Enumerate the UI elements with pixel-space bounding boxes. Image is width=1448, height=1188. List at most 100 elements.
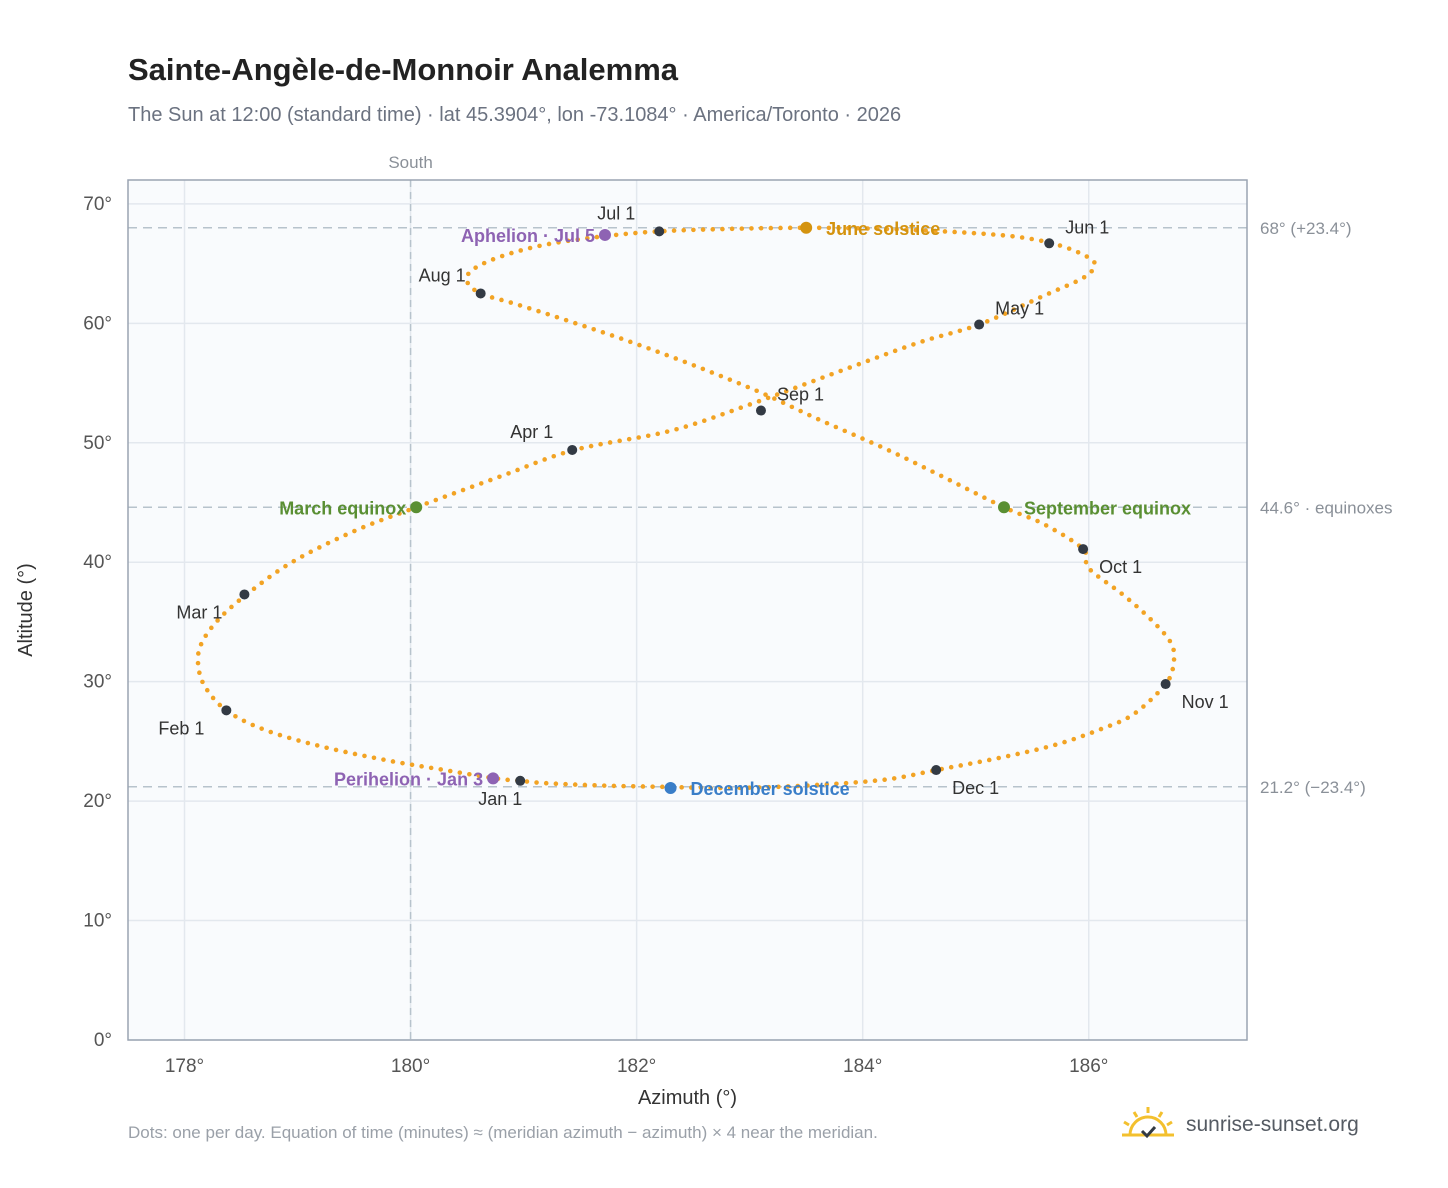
daily-sun-dot [642,229,648,235]
daily-sun-dot [805,783,810,788]
daily-sun-dot [981,231,986,237]
daily-sun-dot [710,227,716,232]
month-marker-label: Feb 1 [158,718,204,738]
daily-sun-dot [727,377,733,382]
y-tick-label: 40° [83,552,112,573]
daily-sun-dot [390,759,396,764]
daily-sun-dot [362,753,367,759]
event-label: June solstice [826,219,940,239]
month-marker [931,765,942,776]
reference-line-label: 44.6° · equinoxes [1260,498,1393,517]
x-tick-label: 182° [617,1056,656,1077]
daily-sun-dot [352,528,357,534]
daily-sun-dot [305,740,311,746]
daily-sun-dot [711,415,716,420]
daily-sun-dot [433,497,439,503]
daily-sun-dot [325,540,331,546]
daily-sun-dot [843,780,849,786]
daily-sun-dot [756,785,762,790]
daily-sun-dot [842,428,848,434]
daily-sun-dot [756,398,762,404]
daily-sun-dot [545,311,551,317]
daily-sun-dot [1080,733,1086,739]
daily-sun-dot [1034,747,1039,753]
daily-sun-dot [1060,532,1066,538]
daily-sun-dot [853,780,859,785]
daily-sun-dot [984,319,990,324]
event-marker [410,501,423,514]
daily-sun-dot [343,749,348,755]
daily-sun-dot [824,782,830,787]
daily-sun-dot [626,436,632,442]
daily-sun-dot [884,226,890,232]
daily-sun-dot [317,545,322,550]
daily-sun-dot [1092,260,1097,265]
daily-sun-dot [598,441,603,447]
daily-sun-dot [200,679,205,685]
daily-sun-dot [1155,690,1160,696]
daily-sun-dot [565,238,571,244]
daily-sun-dot [621,783,626,789]
daily-sun-dot [267,574,272,580]
daily-sun-dot [299,554,305,559]
month-marker-label: Oct 1 [1099,557,1142,577]
daily-sun-dot [1000,233,1006,238]
daily-sun-dot [233,714,238,719]
brand[interactable]: sunrise-sunset.org [1120,1100,1359,1150]
daily-sun-dot [865,226,870,231]
daily-sun-dot [845,225,851,231]
daily-sun-dot [785,784,791,789]
daily-sun-dot [508,300,514,305]
daily-sun-dot [283,563,288,569]
daily-sun-dot [1133,710,1139,715]
daily-sun-dot [778,225,783,231]
daily-sun-dot [585,235,590,241]
daily-sun-dot [1148,616,1153,622]
daily-sun-dot [1103,579,1109,585]
x-tick-label: 180° [391,1056,430,1077]
daily-sun-dot [609,333,615,338]
daily-sun-dot [768,225,774,231]
daily-sun-dot [772,396,777,401]
daily-sun-dot [650,784,655,789]
daily-sun-dot [682,359,688,365]
daily-sun-dot [524,779,530,784]
daily-sun-dot [607,440,613,445]
daily-sun-dot [1141,704,1146,709]
daily-sun-dot [209,625,214,631]
daily-sun-dot [938,473,944,479]
daily-sun-dot [499,297,504,303]
daily-sun-dot [554,314,560,320]
daily-sun-dot [895,452,901,457]
daily-sun-dot [1015,751,1020,757]
daily-sun-dot [518,248,524,253]
daily-sun-dot [774,392,780,397]
daily-sun-dot [1126,597,1132,603]
daily-sun-dot [447,768,453,774]
daily-sun-dot [933,228,938,234]
meridian-label: South [388,153,432,172]
reference-lines: South 68° (+23.4°) 44.6° · equinoxes 21.2° … [128,153,1393,1040]
daily-sun-dot [1064,283,1070,289]
daily-sun-dot [920,770,926,776]
daily-sun-dot [546,241,552,247]
daily-sun-dot [863,779,868,784]
daily-sun-dot [409,762,415,768]
daily-sun-dot [379,517,384,523]
event-label: September equinox [1024,498,1191,518]
daily-sun-dot [515,467,520,473]
daily-sun-dot [798,408,803,414]
event-marker [487,772,500,785]
daily-sun-dot [250,722,256,728]
daily-sun-dot [664,352,669,358]
daily-sun-dot [967,761,973,766]
daily-sun-dot [1071,736,1077,742]
daily-sun-dot [920,339,925,344]
daily-sun-dot [745,384,751,390]
daily-sun-dot [727,785,733,791]
daily-sun-dot [826,225,832,231]
daily-sun-dot [215,618,220,623]
month-marker-label: Jun 1 [1065,217,1109,237]
daily-sun-dot [957,328,963,334]
daily-sun-dot [938,333,944,339]
